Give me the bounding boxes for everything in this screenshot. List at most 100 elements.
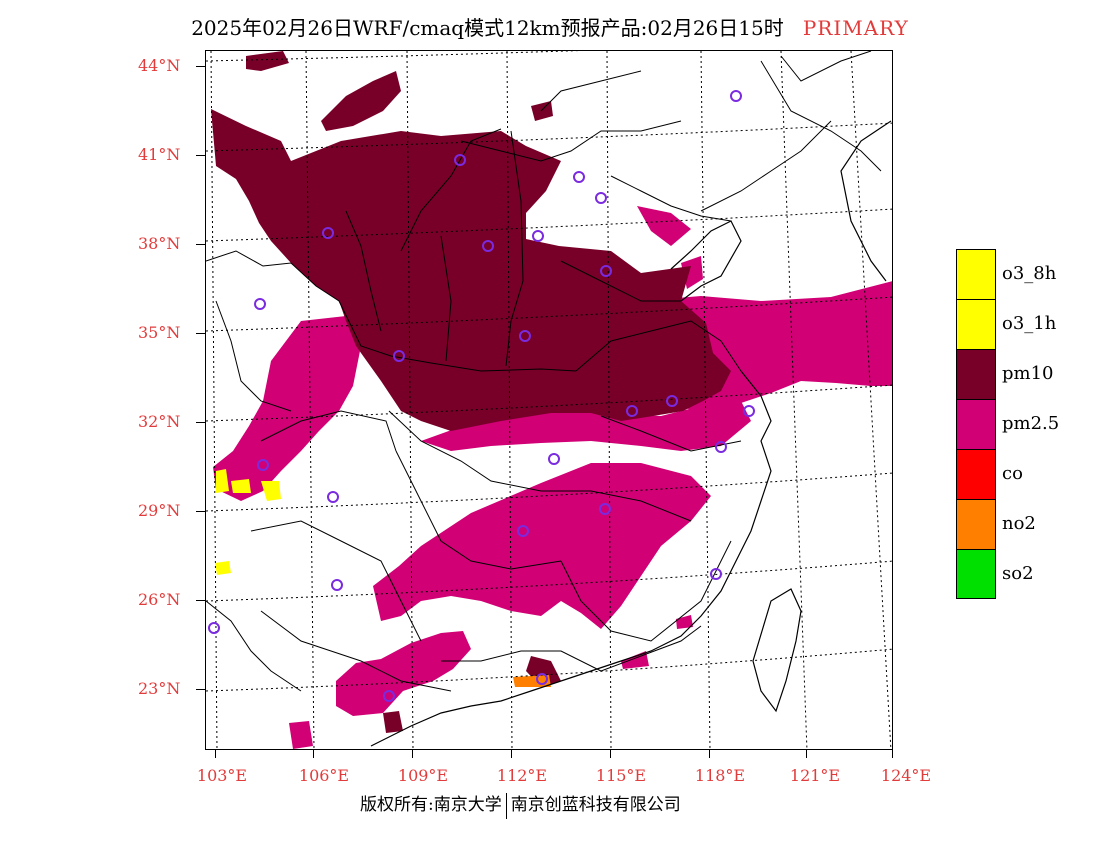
legend-item-pm10: pm10 — [956, 349, 1096, 399]
graticule — [206, 51, 892, 749]
lon-label-109: 109°E — [397, 766, 449, 785]
station-marker — [743, 405, 755, 417]
map-panel — [205, 50, 893, 750]
legend-label: o3_1h — [1002, 313, 1057, 334]
lat-label-38: 38°N — [138, 234, 181, 253]
pm25-south-main — [373, 463, 711, 629]
lon-tick — [709, 750, 710, 758]
lon-tick — [610, 750, 611, 758]
station-marker — [536, 673, 548, 685]
lat-label-44: 44°N — [138, 56, 181, 75]
pm25-southwest — [336, 631, 471, 716]
station-marker — [327, 491, 339, 503]
pm10-northwest — [321, 71, 401, 131]
province-boundaries — [206, 51, 882, 692]
lon-label-103: 103°E — [196, 766, 248, 785]
pm10-southwest-small — [383, 711, 403, 733]
lon-tick — [892, 750, 893, 758]
legend-swatch — [956, 449, 996, 499]
station-marker — [548, 453, 560, 465]
legend-item-o3-8h: o3_8h — [956, 249, 1096, 299]
legend-swatch — [956, 249, 996, 299]
title-text: 2025年02月26日WRF/cmaq模式12km预报产品:02月26日15时 — [191, 16, 784, 40]
legend-swatch — [956, 299, 996, 349]
o3-spot-1 — [216, 469, 229, 493]
lat-tick — [196, 511, 205, 512]
o3-spots — [215, 469, 281, 575]
lat-tick — [196, 689, 205, 690]
lat-label-26: 26°N — [138, 590, 181, 609]
lat-tick — [196, 66, 205, 67]
station-marker — [331, 579, 343, 591]
station-marker — [715, 441, 727, 453]
legend-swatch — [956, 499, 996, 549]
legend-swatch — [956, 349, 996, 399]
lat-label-35: 35°N — [138, 323, 181, 342]
lon-tick — [215, 750, 216, 758]
lat-tick — [196, 600, 205, 601]
station-marker — [730, 90, 742, 102]
lon-label-106: 106°E — [298, 766, 350, 785]
pm25-small-3 — [676, 615, 693, 629]
lat-label-41: 41°N — [138, 145, 181, 164]
legend-item-co: co — [956, 449, 1096, 499]
station-marker — [393, 350, 405, 362]
lon-label-112: 112°E — [496, 766, 548, 785]
legend: o3_8h o3_1h pm10 pm2.5 co no2 so2 — [956, 249, 1096, 599]
station-marker — [482, 240, 494, 252]
o3-spot-4 — [215, 561, 231, 575]
pm10-east-small — [531, 101, 553, 121]
station-marker — [595, 192, 607, 204]
station-marker — [322, 227, 334, 239]
chart-title: 2025年02月26日WRF/cmaq模式12km预报产品:02月26日15时 … — [0, 12, 1100, 41]
lon-label-124: 124°E — [880, 766, 932, 785]
station-marker — [710, 568, 722, 580]
station-marker — [519, 330, 531, 342]
pm25-small-1 — [289, 721, 313, 749]
legend-label: so2 — [1002, 563, 1034, 584]
lat-tick — [196, 422, 205, 423]
legend-swatch — [956, 549, 996, 599]
no2-spot — [513, 675, 551, 687]
legend-swatch — [956, 399, 996, 449]
copyright-footer: 版权所有:南京大学 南京创蓝科技有限公司 — [360, 790, 681, 819]
legend-label: pm2.5 — [1002, 413, 1060, 434]
station-marker — [208, 622, 220, 634]
pm10-top-left — [246, 51, 289, 71]
lon-tick — [806, 750, 807, 758]
station-marker — [532, 230, 544, 242]
station-marker — [599, 503, 611, 515]
station-marker — [600, 265, 612, 277]
legend-label: co — [1002, 463, 1023, 484]
lon-tick — [313, 750, 314, 758]
lon-label-118: 118°E — [694, 766, 746, 785]
station-marker — [383, 690, 395, 702]
footer-divider — [505, 792, 507, 819]
station-marker — [254, 298, 266, 310]
o3-spot-3 — [261, 481, 281, 501]
station-marker — [517, 525, 529, 537]
lon-label-115: 115°E — [595, 766, 647, 785]
title-tag: PRIMARY — [802, 16, 909, 40]
footer-right: 南京创蓝科技有限公司 — [510, 795, 681, 815]
station-marker — [666, 395, 678, 407]
pm25-west-band — [213, 316, 361, 501]
legend-item-o3-1h: o3_1h — [956, 299, 1096, 349]
lat-tick — [196, 333, 205, 334]
station-marker — [626, 405, 638, 417]
pm25-small-4 — [637, 206, 691, 246]
legend-item-no2: no2 — [956, 499, 1096, 549]
o3-spot-2 — [231, 479, 251, 493]
lat-label-23: 23°N — [138, 679, 181, 698]
lat-label-32: 32°N — [138, 412, 181, 431]
lat-tick — [196, 244, 205, 245]
legend-item-pm25: pm2.5 — [956, 399, 1096, 449]
legend-label: o3_8h — [1002, 263, 1057, 284]
lon-tick — [412, 750, 413, 758]
lat-tick — [196, 155, 205, 156]
station-marker — [257, 459, 269, 471]
station-markers — [208, 90, 755, 702]
station-marker — [454, 154, 466, 166]
legend-label: no2 — [1002, 513, 1036, 534]
legend-item-so2: so2 — [956, 549, 1096, 599]
